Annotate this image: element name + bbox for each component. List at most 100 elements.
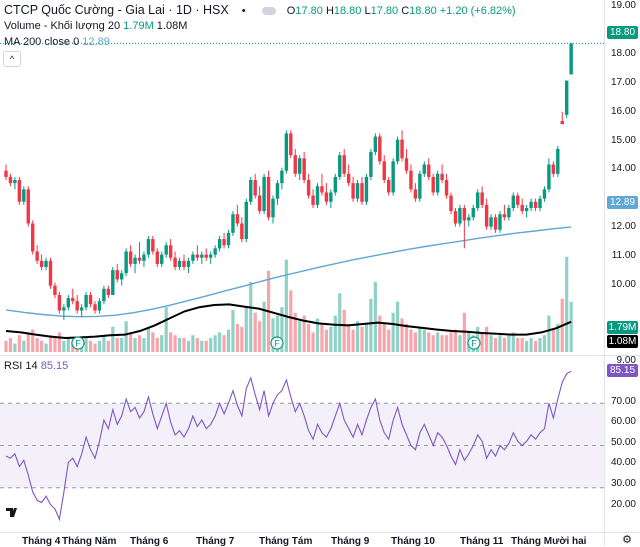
volume-bar	[315, 318, 320, 352]
candle-body	[560, 120, 564, 125]
candle-body	[142, 254, 146, 261]
candle-body	[476, 192, 480, 208]
more-dots-icon[interactable]: •	[241, 5, 247, 17]
candle-body	[146, 239, 151, 255]
volume-legend[interactable]: Volume - Khối lượng 20 1.79M 1.08M	[4, 19, 187, 33]
candle-body	[498, 214, 502, 230]
tradingview-logo-icon[interactable]	[6, 506, 24, 520]
candle-body	[275, 183, 280, 199]
candle-body	[311, 195, 315, 205]
volume-bar	[516, 338, 520, 352]
visibility-eye-icon[interactable]	[261, 7, 276, 16]
rsi-axis-label: 70.00	[610, 396, 636, 407]
volume-bar	[293, 312, 297, 352]
candle-body	[257, 195, 262, 212]
change-value: +1.20 (+6.82%)	[439, 5, 516, 17]
volume-bar	[436, 332, 440, 352]
candle-body	[200, 254, 204, 258]
volume-bar	[533, 340, 538, 352]
settings-gear-icon[interactable]: ⚙	[622, 534, 632, 546]
low-label: L	[364, 5, 371, 17]
volume-bar	[271, 318, 275, 352]
ma-price-tag: 12.89	[607, 196, 638, 209]
rsi-legend-label: RSI 14	[4, 360, 38, 372]
volume-bar	[200, 340, 204, 352]
price-axis-label: 11.00	[611, 250, 636, 261]
candle-body	[342, 155, 346, 174]
volume-bar	[13, 343, 17, 352]
candle-body	[168, 245, 173, 258]
ma-legend[interactable]: MA 200 close 0 12.89	[4, 35, 110, 49]
candle-body	[547, 164, 551, 190]
candle-body	[31, 223, 35, 252]
volume-bar	[4, 340, 8, 352]
candle-body	[329, 192, 333, 202]
volume-bar	[289, 290, 293, 352]
volume-bar	[502, 338, 506, 352]
candle-body	[413, 189, 418, 199]
candle-body	[511, 195, 515, 208]
candle-body	[128, 251, 133, 264]
volume-bar	[48, 335, 53, 352]
open-label: O	[286, 5, 296, 17]
volume-bar	[97, 340, 102, 352]
candle-body	[231, 214, 235, 233]
volume-bar	[84, 338, 88, 352]
x-axis-label: Tháng 10	[391, 536, 435, 547]
candle-body	[400, 139, 404, 159]
candle-body	[489, 217, 493, 227]
candle-body	[493, 217, 498, 230]
volume-bar	[391, 312, 395, 352]
candle-body	[364, 176, 369, 202]
candle-body	[244, 201, 248, 240]
candle-body	[271, 198, 275, 218]
candle-body	[120, 273, 124, 280]
candle-body	[17, 180, 22, 202]
candle-body	[556, 148, 560, 174]
volume-bar	[485, 326, 489, 352]
volume-bar	[186, 340, 191, 352]
volume-bar	[511, 332, 515, 352]
symbol-title[interactable]: CTCP Quốc Cường - Gia Lai · 1D · HSX	[4, 3, 229, 17]
volume-bar	[102, 335, 106, 352]
volume-bar	[129, 332, 133, 352]
candle-body	[111, 270, 115, 295]
volume-bar	[413, 332, 417, 352]
candle-body	[249, 180, 253, 202]
candle-body	[387, 180, 391, 193]
candle-body	[284, 133, 289, 171]
candle-body	[204, 254, 208, 258]
candle-body	[195, 254, 200, 258]
high-label: H	[325, 5, 334, 17]
candle-body	[13, 180, 17, 184]
x-axis-label: Tháng Tám	[259, 536, 313, 547]
volume-bar	[307, 324, 311, 352]
event-marker-label: F	[75, 339, 81, 349]
volume-bar	[387, 329, 391, 352]
event-marker	[71, 336, 85, 350]
candle-body	[458, 207, 462, 224]
rsi-band	[0, 403, 604, 488]
x-axis-label: Tháng 11	[460, 536, 504, 547]
rsi-legend[interactable]: RSI 14 85.15	[4, 359, 68, 373]
volume-bar	[422, 329, 426, 352]
ma-legend-value: 12.89	[82, 36, 110, 48]
candle-body	[124, 251, 128, 274]
price-axis-label: 19.00	[610, 0, 636, 11]
candle-body	[391, 161, 395, 193]
candle-body	[115, 270, 119, 280]
volume-bar	[258, 321, 262, 352]
candle-body	[382, 161, 386, 181]
candle-body	[217, 239, 222, 249]
volume-bar	[53, 338, 57, 352]
x-axis-label: Tháng 6	[130, 536, 169, 547]
volume-bar	[253, 312, 257, 352]
volume-bar	[226, 329, 231, 352]
x-axis-label: Tháng Mười hai	[511, 536, 587, 547]
close-value: 18.80	[409, 5, 437, 17]
volume-bar	[538, 338, 542, 352]
volume-bar	[329, 326, 333, 352]
collapse-legend-button[interactable]: ^	[3, 51, 21, 67]
price-axis-label: 17.00	[610, 77, 636, 88]
